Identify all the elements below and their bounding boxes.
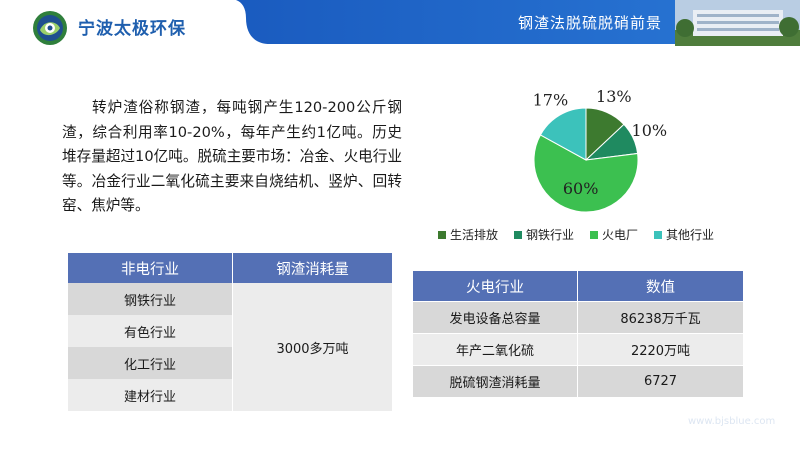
- header-band: [0, 0, 800, 44]
- power-header-value: 数值: [577, 271, 743, 301]
- nonpower-industry-table: 非电行业 钢渣消耗量 钢铁行业 3000多万吨 有色行业 化工行业 建材行业: [68, 253, 392, 411]
- legend-swatch: [654, 230, 663, 239]
- pie-chart: 13%10% 60% 17%: [533, 87, 668, 213]
- industry-cell: 化工行业: [68, 347, 232, 379]
- pie-slice: [533, 134, 639, 213]
- power-industry-table: 火电行业 数值 发电设备总容量 86238万千瓦 年产二氧化硫 2220万吨 脱…: [413, 271, 743, 397]
- legend-swatch: [590, 230, 599, 239]
- legend-label: 生活排放: [450, 228, 499, 242]
- legend-label: 钢铁行业: [526, 228, 575, 242]
- pie-legend: 生活排放 钢铁行业 火电厂 其他行业: [438, 226, 714, 243]
- value-cell: 6727: [577, 365, 743, 397]
- value-cell: 2220万吨: [577, 333, 743, 365]
- globe-logo-icon: [30, 8, 72, 48]
- nonpower-header-consumption: 钢渣消耗量: [232, 253, 392, 283]
- legend-swatch: [514, 230, 523, 239]
- pie-data-label: 13%: [596, 87, 632, 106]
- legend-item: 其他行业: [654, 226, 714, 243]
- industry-cell: 建材行业: [68, 379, 232, 411]
- power-header-industry: 火电行业: [413, 271, 577, 301]
- pie-data-label: 60%: [563, 179, 599, 198]
- legend-label: 火电厂: [602, 228, 639, 242]
- legend-item: 生活排放: [438, 226, 498, 243]
- pie-data-label: 17%: [533, 91, 569, 110]
- industry-cell: 有色行业: [68, 315, 232, 347]
- table-row: 年产二氧化硫 2220万吨: [413, 333, 743, 365]
- value-cell: 86238万千瓦: [577, 301, 743, 333]
- consumption-cell: 3000多万吨: [232, 283, 392, 411]
- table-row: 建材行业: [68, 379, 392, 411]
- table-row: 化工行业: [68, 347, 392, 379]
- table-row: 有色行业: [68, 315, 392, 347]
- table-row: 钢铁行业 3000多万吨: [68, 283, 392, 411]
- metric-cell: 发电设备总容量: [413, 301, 577, 333]
- legend-item: 钢铁行业: [514, 226, 574, 243]
- metric-cell: 年产二氧化硫: [413, 333, 577, 365]
- table-row: 发电设备总容量 86238万千瓦: [413, 301, 743, 333]
- legend-item: 火电厂: [590, 226, 638, 243]
- table-row: 脱硫钢渣消耗量 6727: [413, 365, 743, 397]
- building-photo-icon: [675, 0, 800, 46]
- legend-swatch: [438, 230, 446, 239]
- header-bar: 宁波太极环保 钢渣法脱硫脱硝前景: [0, 0, 800, 46]
- pie-data-label: 10%: [632, 121, 668, 140]
- slide-title: 钢渣法脱硫脱硝前景: [518, 14, 663, 32]
- nonpower-header-industry: 非电行业: [68, 253, 232, 283]
- industry-cell: 钢铁行业: [68, 283, 232, 315]
- legend-label: 其他行业: [666, 228, 715, 242]
- metric-cell: 脱硫钢渣消耗量: [413, 365, 577, 397]
- watermark-text: www.bjsblue.com: [688, 416, 776, 427]
- pie-slice: [539, 107, 587, 161]
- company-name: 宁波太极环保: [78, 19, 186, 39]
- intro-paragraph: 转炉渣俗称钢渣，每吨钢产生120-200公斤钢渣，综合利用率10-20%，每年产…: [62, 99, 402, 214]
